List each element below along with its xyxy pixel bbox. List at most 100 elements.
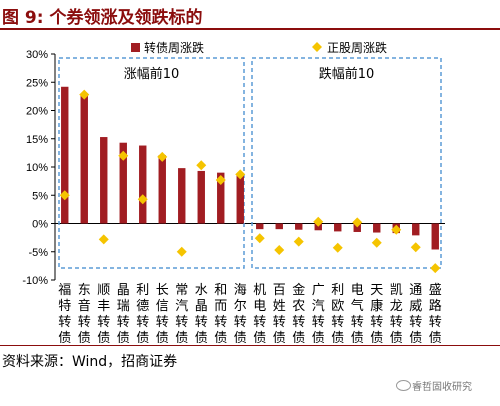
category-label-char: 康: [370, 298, 383, 314]
stock-point-1: [59, 190, 70, 201]
category-label-char: 晶: [195, 299, 208, 314]
bar-1: [61, 86, 69, 224]
bar-4: [119, 142, 127, 224]
category-label-char: 音: [78, 298, 91, 314]
stock-point-16: [352, 217, 363, 228]
category-label-char: 债: [175, 331, 188, 343]
watermark: 睿哲固收研究: [412, 382, 472, 393]
category-label-char: 长: [156, 283, 169, 298]
category-label-char: 债: [234, 331, 247, 343]
category-label-char: 气: [351, 298, 364, 314]
category-label-char: 转: [214, 315, 227, 330]
stock-point-4: [118, 150, 129, 161]
bar-20: [431, 223, 439, 250]
bar-3: [100, 137, 108, 224]
category-label-char: 广: [312, 283, 325, 298]
legend-bar-label: 转债周涨跌: [144, 40, 204, 55]
bar-14: [314, 223, 322, 231]
y-tick-label: 10%: [26, 162, 48, 174]
title-underline: [0, 28, 500, 30]
category-label-char: 丰: [97, 299, 110, 314]
category-label-char: 债: [292, 331, 305, 343]
category-label-char: 转: [390, 315, 403, 330]
category-label-char: 转: [97, 315, 110, 330]
group-annotation: 涨幅前10: [124, 66, 180, 82]
category-label-char: 晶: [117, 283, 130, 298]
y-tick-label: 0%: [32, 219, 48, 231]
y-tick-label: 25%: [26, 77, 48, 89]
category-label-char: 和: [214, 283, 227, 298]
group-annotation: 跌幅前10: [319, 66, 375, 82]
category-label-char: 转: [175, 315, 188, 330]
category-label-char: 姓: [273, 299, 286, 314]
category-label-char: 天: [370, 283, 383, 298]
figure-title: 图 9: 个券领涨及领跌标的: [2, 8, 203, 28]
category-label-char: 欧: [331, 299, 344, 314]
category-label-char: 农: [292, 299, 305, 314]
category-label-char: 电: [253, 299, 266, 314]
category-label-char: 转: [429, 315, 442, 330]
category-label-char: 转: [195, 315, 208, 330]
category-label-char: 债: [312, 331, 325, 343]
stock-point-13: [293, 236, 304, 247]
stock-point-5: [137, 194, 148, 205]
category-label-char: 债: [390, 331, 403, 343]
y-tick-label: 5%: [32, 190, 48, 202]
bar-19: [412, 223, 420, 236]
figure-title-bar: 图 9: 个券领涨及领跌标的: [0, 0, 500, 30]
stock-point-17: [371, 237, 382, 248]
stock-point-14: [313, 216, 324, 227]
legend-bar-swatch: [131, 43, 140, 52]
bar-7: [178, 168, 186, 224]
category-label-char: 债: [331, 331, 344, 343]
category-label-char: 信: [156, 299, 169, 314]
category-label-char: 福: [58, 283, 71, 298]
category-label-char: 百: [273, 283, 286, 298]
stock-point-19: [410, 242, 421, 253]
category-label-char: 凯: [390, 283, 403, 298]
y-tick-label: -5%: [28, 247, 48, 259]
category-label-char: 路: [429, 298, 442, 314]
bar-13: [295, 223, 303, 230]
y-tick-label: 15%: [26, 134, 48, 146]
category-label-char: 债: [136, 331, 149, 343]
category-label-char: 利: [331, 283, 344, 298]
stock-point-18: [391, 224, 402, 235]
stock-point-20: [430, 263, 441, 274]
category-label-char: 转: [58, 315, 71, 330]
category-label-char: 东: [78, 283, 91, 298]
stock-point-3: [98, 234, 109, 245]
source-divider: [0, 345, 500, 346]
category-label-char: 特: [58, 299, 71, 314]
category-label-char: 转: [253, 315, 266, 330]
category-label-char: 电: [351, 283, 364, 298]
bar-9: [217, 172, 225, 224]
category-label-char: 转: [156, 315, 169, 330]
category-label-char: 转: [351, 315, 364, 330]
legend-diamond-label: 正股周涨跌: [327, 40, 387, 55]
category-label-char: 利: [136, 283, 149, 298]
bar-17: [373, 223, 381, 233]
stock-point-2: [79, 89, 90, 100]
gainers-group-box: [58, 57, 245, 269]
stock-point-10: [235, 169, 246, 180]
category-label-char: 债: [351, 331, 364, 343]
stock-point-6: [157, 151, 168, 162]
stock-point-11: [254, 233, 265, 244]
bar-12: [275, 223, 283, 230]
wechat-icon: [396, 380, 411, 391]
category-label-char: 转: [292, 315, 305, 330]
category-label-char: 转: [409, 315, 422, 330]
category-label-char: 转: [234, 315, 247, 330]
category-label-char: 而: [214, 299, 227, 314]
category-label-char: 海: [234, 283, 247, 298]
category-label-char: 债: [214, 331, 227, 343]
category-label-char: 转: [312, 315, 325, 330]
bar-11: [256, 223, 264, 230]
y-tick-label: 20%: [26, 106, 48, 118]
category-label-char: 常: [175, 283, 188, 298]
legend-diamond-swatch: [312, 42, 322, 52]
category-label-char: 转: [273, 315, 286, 330]
category-label-char: 金: [292, 282, 305, 298]
category-label-char: 债: [58, 331, 71, 343]
